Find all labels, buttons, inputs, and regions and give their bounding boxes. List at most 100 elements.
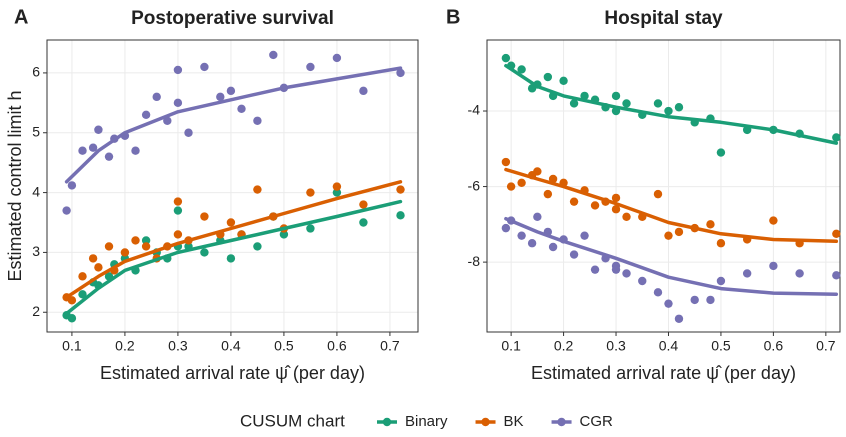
- point: [533, 212, 542, 221]
- point: [306, 62, 315, 72]
- y-tick-label: -4: [468, 102, 481, 118]
- y-axis-label: Estimated control limit h: [5, 90, 25, 281]
- point: [795, 269, 804, 278]
- legend-label: Binary: [405, 413, 448, 430]
- point: [88, 143, 98, 152]
- point: [559, 76, 568, 85]
- point: [226, 254, 236, 263]
- point: [67, 296, 77, 305]
- point: [690, 295, 699, 305]
- panel-tag: A: [14, 6, 28, 28]
- point: [173, 230, 183, 239]
- point: [706, 295, 715, 305]
- x-tick-label: 0.6: [327, 338, 347, 354]
- fit-line: [504, 167, 839, 244]
- point: [173, 197, 183, 206]
- point: [253, 242, 262, 251]
- point: [173, 65, 183, 75]
- point: [88, 254, 98, 263]
- legend-key: [557, 417, 566, 427]
- legend-key: [481, 417, 490, 427]
- y-tick-label: -6: [468, 177, 481, 193]
- point: [611, 205, 621, 214]
- point: [200, 62, 209, 72]
- point: [506, 182, 516, 191]
- point: [226, 86, 236, 96]
- x-tick-label: 0.4: [659, 338, 679, 354]
- x-tick-label: 0.2: [115, 338, 135, 354]
- point: [78, 272, 87, 281]
- point: [253, 185, 262, 194]
- point: [173, 206, 183, 215]
- point: [653, 99, 663, 108]
- point: [253, 116, 262, 125]
- y-tick-label: 4: [32, 183, 40, 199]
- fit-line: [64, 180, 403, 300]
- point: [94, 125, 103, 134]
- x-tick-label: 0.6: [764, 338, 784, 354]
- point: [173, 98, 183, 108]
- point: [832, 229, 841, 238]
- point: [611, 91, 621, 101]
- x-tick-label: 0.1: [62, 338, 82, 354]
- point: [716, 239, 726, 248]
- legend-label: BK: [504, 413, 524, 430]
- point: [590, 201, 600, 210]
- fit-line: [504, 216, 839, 296]
- point: [622, 99, 631, 108]
- legend-title: CUSUM chart: [240, 411, 345, 430]
- point: [359, 200, 368, 209]
- x-tick-label: 0.5: [274, 338, 294, 354]
- point: [674, 314, 684, 323]
- point: [501, 157, 511, 167]
- point: [569, 99, 579, 108]
- point: [306, 224, 315, 233]
- point: [359, 86, 368, 96]
- x-tick-label: 0.7: [380, 338, 400, 354]
- point: [569, 250, 579, 259]
- point: [517, 65, 526, 74]
- point: [664, 106, 673, 116]
- point: [569, 197, 579, 206]
- point: [622, 212, 631, 221]
- panel-title: Postoperative survival: [131, 8, 334, 29]
- x-tick-label: 0.2: [554, 338, 574, 354]
- point: [548, 174, 558, 184]
- point: [279, 230, 289, 239]
- point: [104, 242, 114, 251]
- point: [67, 181, 77, 190]
- point: [769, 261, 778, 271]
- point: [501, 223, 511, 233]
- point: [332, 188, 342, 197]
- x-tick-label: 0.3: [606, 338, 626, 354]
- point: [590, 265, 600, 274]
- x-tick-label: 0.4: [221, 338, 241, 354]
- legend-key: [382, 417, 392, 427]
- point: [306, 188, 315, 197]
- point: [716, 148, 726, 157]
- point: [548, 242, 558, 252]
- legend-label: CGR: [580, 413, 614, 430]
- fit-line: [64, 199, 403, 316]
- point: [622, 269, 631, 278]
- point: [653, 288, 663, 297]
- point: [141, 236, 151, 245]
- point: [517, 178, 526, 187]
- point: [269, 50, 278, 60]
- point: [332, 53, 342, 63]
- point: [742, 269, 752, 278]
- panel-title: Hospital stay: [604, 8, 723, 29]
- point: [152, 92, 161, 102]
- point: [332, 182, 342, 191]
- point: [200, 212, 209, 221]
- point: [78, 146, 87, 155]
- point: [664, 231, 673, 240]
- x-tick-label: 0.7: [816, 338, 836, 354]
- point: [396, 211, 405, 220]
- point: [769, 216, 778, 225]
- panel-tag: B: [446, 6, 460, 28]
- point: [580, 91, 589, 101]
- point: [611, 193, 621, 203]
- point: [78, 290, 87, 299]
- point: [527, 239, 537, 248]
